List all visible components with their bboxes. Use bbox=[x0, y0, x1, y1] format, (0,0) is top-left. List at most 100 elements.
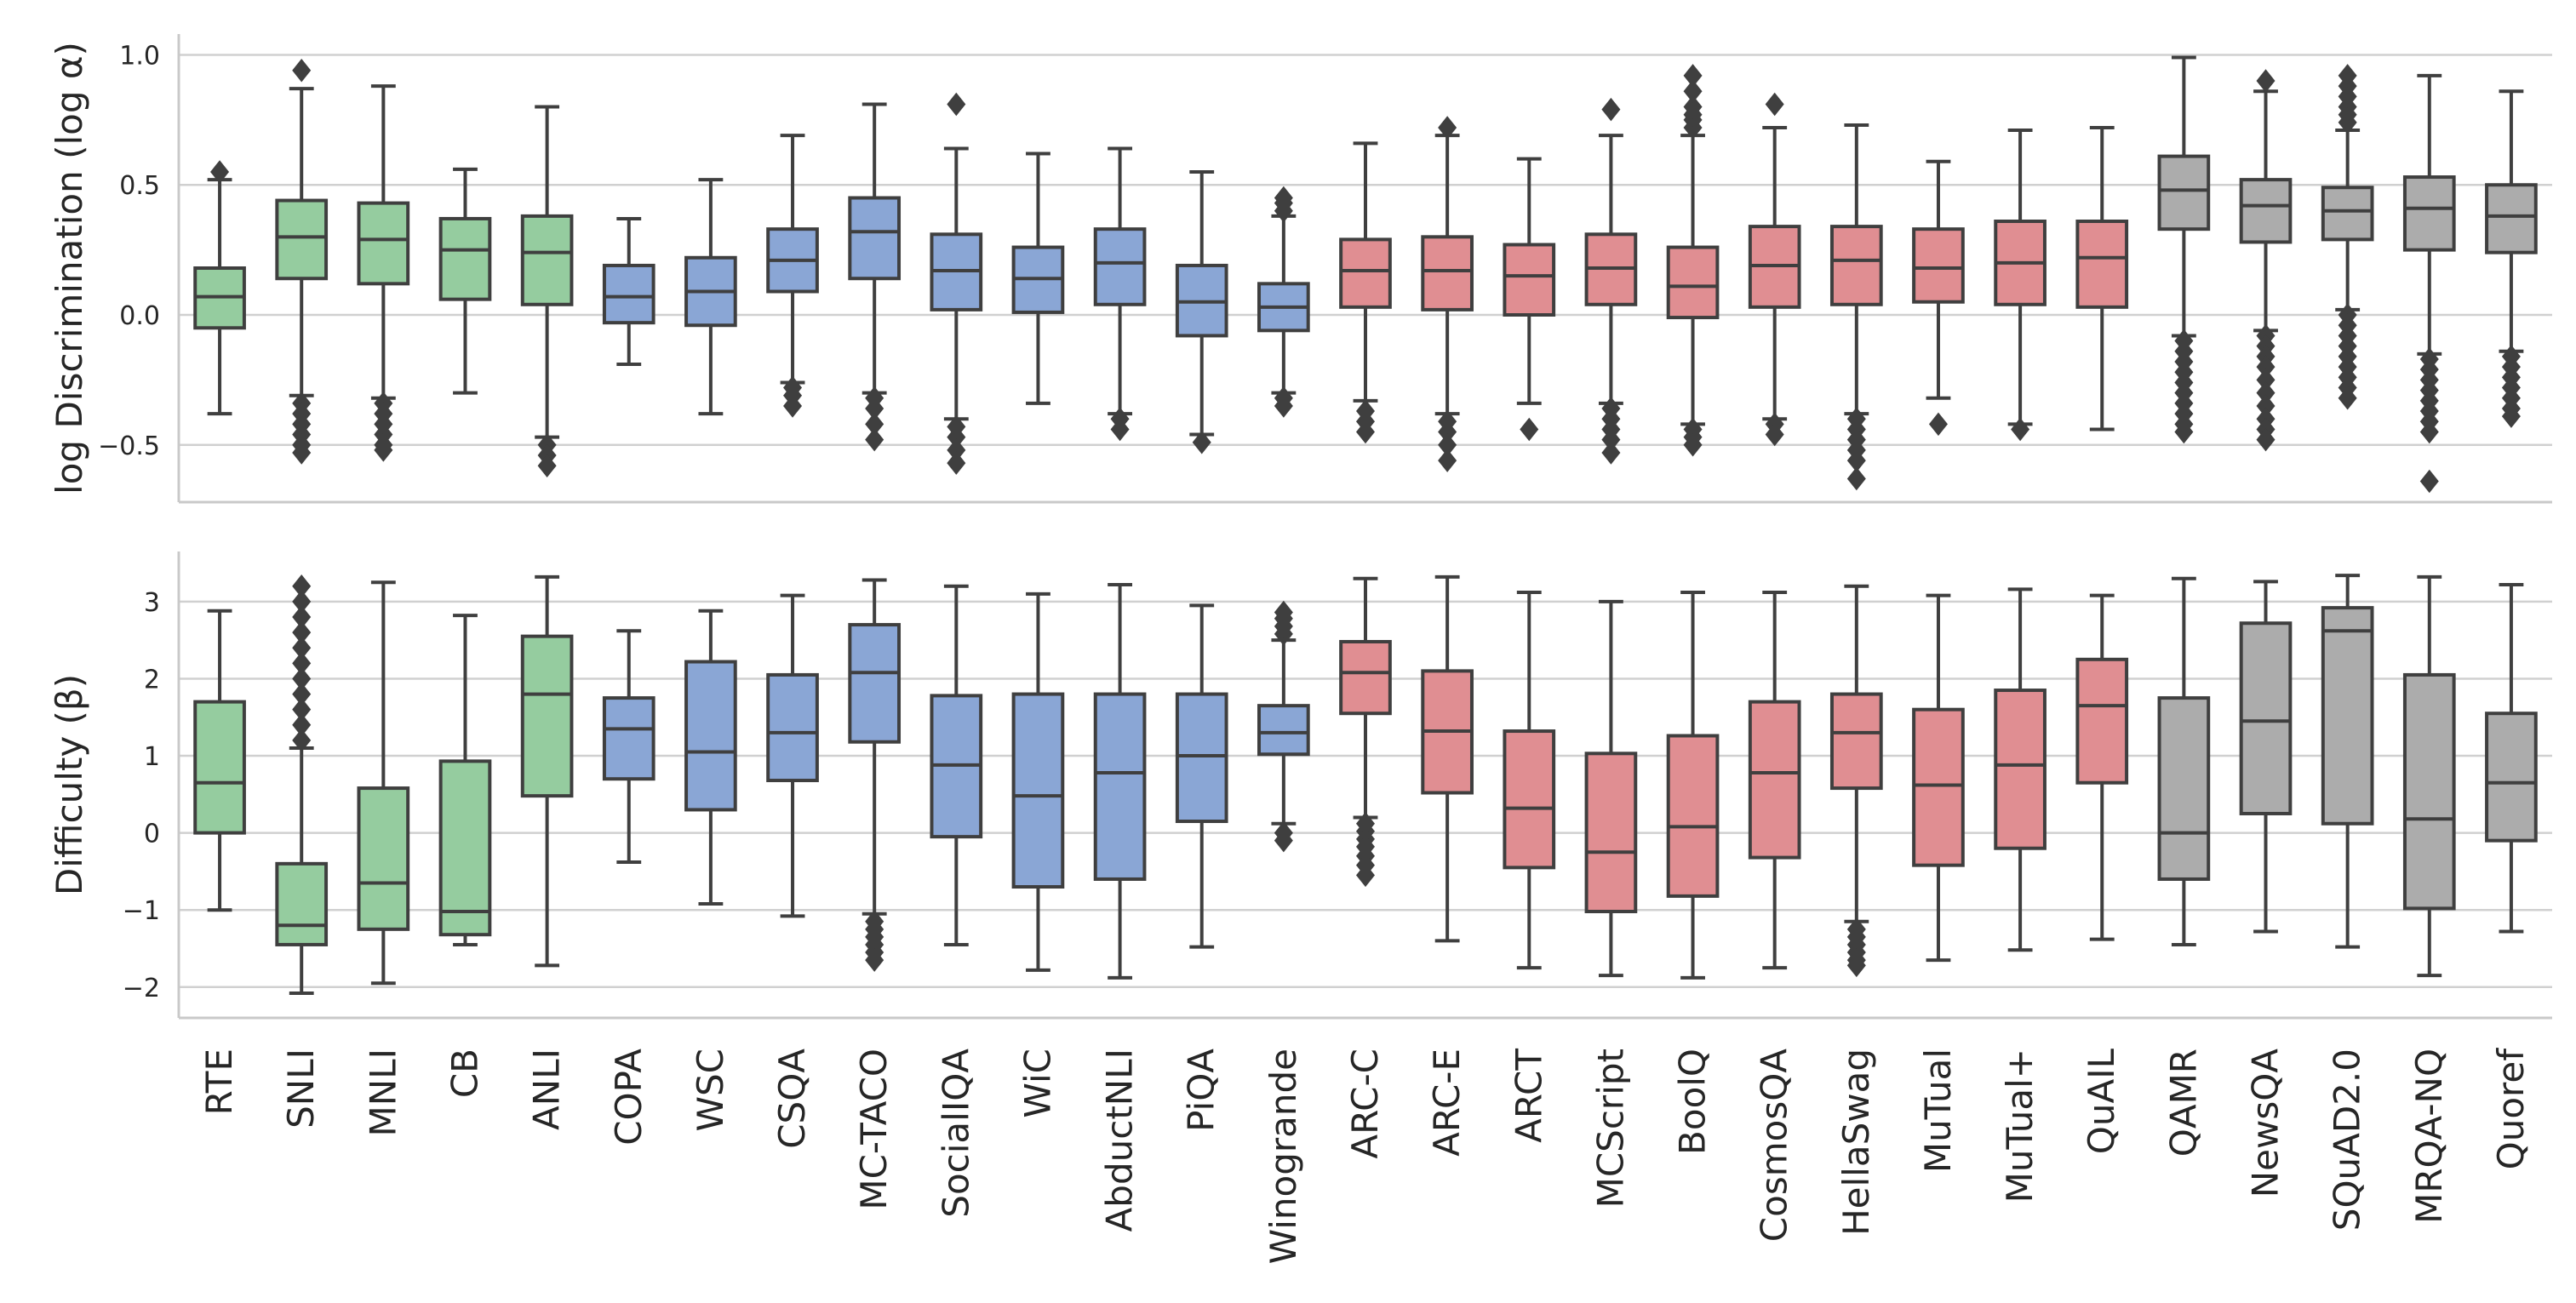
top-box-mrqa-nq bbox=[2402, 73, 2456, 494]
category-label: ANLI bbox=[526, 1049, 568, 1130]
outlier-point bbox=[2011, 417, 2030, 442]
outlier-point bbox=[2256, 427, 2275, 452]
outlier-point bbox=[537, 454, 557, 477]
outlier-point bbox=[1520, 417, 1539, 442]
iqr-box bbox=[275, 861, 329, 946]
iqr-box bbox=[1093, 227, 1147, 306]
category-label: MC-TACO bbox=[853, 1049, 895, 1210]
bottom-box-mutual bbox=[1912, 593, 1965, 963]
outlier-point bbox=[2419, 420, 2439, 444]
outlier-point bbox=[292, 651, 312, 676]
top-box-qamr bbox=[2157, 55, 2211, 444]
bottom-box-cb bbox=[438, 614, 492, 946]
outlier-point bbox=[947, 438, 966, 462]
top-box-boolq bbox=[1666, 64, 1720, 457]
top-box-snli bbox=[275, 59, 329, 465]
category-label: MRQA-NQ bbox=[2408, 1049, 2450, 1224]
iqr-box bbox=[1666, 245, 1720, 320]
top-ytick-label: 0.0 bbox=[119, 301, 160, 331]
iqr-box bbox=[1912, 227, 1965, 304]
outlier-point bbox=[865, 412, 884, 437]
outlier-point bbox=[1765, 92, 1784, 117]
top-box-abductnli bbox=[1093, 146, 1147, 442]
category-label: MuTual bbox=[1917, 1049, 1959, 1173]
outlier-point bbox=[1274, 600, 1293, 625]
bottom-box-piqa bbox=[1175, 603, 1228, 949]
outlier-point bbox=[947, 425, 966, 449]
iqr-box bbox=[766, 672, 819, 783]
outlier-point bbox=[1110, 417, 1130, 442]
outlier-point bbox=[783, 394, 803, 418]
top-box-arc-c bbox=[1339, 141, 1392, 444]
outlier-point bbox=[1356, 420, 1375, 444]
outlier-point bbox=[292, 697, 312, 722]
outlier-point bbox=[1928, 412, 1948, 437]
bottom-box-wsc bbox=[684, 609, 737, 906]
category-label: ARCT bbox=[1508, 1049, 1549, 1143]
iqr-box bbox=[684, 660, 737, 812]
outlier-point bbox=[374, 438, 393, 462]
iqr-box bbox=[2239, 621, 2293, 815]
bottom-ytick-label: 3 bbox=[144, 588, 160, 618]
bottom-box-csqa bbox=[766, 593, 819, 918]
top-box-winogrande bbox=[1257, 186, 1310, 418]
top-box-copa bbox=[602, 216, 655, 367]
outlier-point bbox=[292, 441, 312, 465]
outlier-point bbox=[1601, 427, 1621, 452]
category-label: Quoref bbox=[2490, 1048, 2532, 1170]
top-box-rte bbox=[193, 160, 246, 416]
iqr-box bbox=[438, 759, 492, 937]
bottom-box-winogrande bbox=[1257, 600, 1310, 853]
iqr-box bbox=[1257, 704, 1310, 757]
outlier-point bbox=[1438, 433, 1457, 457]
iqr-box bbox=[2321, 606, 2374, 826]
top-ytick-label: 1.0 bbox=[119, 41, 160, 71]
top-box-arct bbox=[1503, 157, 1556, 442]
iqr-box bbox=[1994, 689, 2046, 850]
category-label: CosmosQA bbox=[1754, 1049, 1795, 1242]
iqr-box bbox=[275, 198, 329, 281]
iqr-box bbox=[1748, 700, 1801, 860]
iqr-box bbox=[2402, 672, 2456, 911]
outlier-point bbox=[292, 682, 312, 706]
iqr-box bbox=[602, 263, 655, 325]
iqr-box bbox=[1829, 692, 1883, 791]
bottom-box-boolq bbox=[1666, 591, 1720, 980]
category-label: CB bbox=[444, 1049, 485, 1098]
outlier-point bbox=[1683, 64, 1703, 88]
iqr-box bbox=[2321, 186, 2374, 242]
iqr-box bbox=[1339, 237, 1392, 309]
outlier-point bbox=[292, 59, 312, 83]
bottom-box-quoref bbox=[2485, 582, 2538, 934]
outlier-point bbox=[865, 427, 884, 452]
outlier-point bbox=[292, 713, 312, 737]
category-label: PiQA bbox=[1181, 1049, 1222, 1132]
top-box-csqa bbox=[766, 134, 819, 418]
bottom-box-hellaswag bbox=[1829, 584, 1883, 978]
iqr-box bbox=[1912, 707, 1965, 867]
iqr-box bbox=[2075, 657, 2129, 785]
discrimination-panel: 1.0 0.5 0.0 −0.5 log Discrimination (log α) bbox=[49, 34, 2552, 504]
outlier-point bbox=[1846, 449, 1866, 472]
bottom-box-copa bbox=[602, 629, 655, 865]
top-box-mutual+ bbox=[1994, 129, 2046, 442]
bottom-ytick-label: −2 bbox=[123, 974, 160, 1003]
outlier-point bbox=[2338, 386, 2357, 410]
bottom-box-wic bbox=[1011, 591, 1065, 972]
top-box-hellaswag bbox=[1829, 123, 1883, 491]
category-label: QAMR bbox=[2162, 1049, 2204, 1157]
top-box-newsqa bbox=[2239, 69, 2293, 452]
outlier-point bbox=[2338, 64, 2357, 88]
dataset-category-labels: RTE SNLI MNLI CB ANLI COPA WSC CSQA MC-TACO Socia… bbox=[198, 1048, 2532, 1265]
outlier-point bbox=[292, 605, 312, 629]
top-box-piqa bbox=[1175, 169, 1228, 454]
bottom-box-socialiqa bbox=[930, 584, 983, 946]
bottom-box-rte bbox=[193, 609, 246, 912]
category-label: SQuAD2.0 bbox=[2327, 1049, 2368, 1231]
iqr-box bbox=[848, 623, 902, 744]
outlier-point bbox=[1356, 863, 1375, 888]
category-label: CSQA bbox=[771, 1049, 813, 1149]
outlier-point bbox=[292, 590, 312, 614]
outlier-point bbox=[1438, 449, 1457, 472]
outlier-point bbox=[947, 92, 966, 117]
